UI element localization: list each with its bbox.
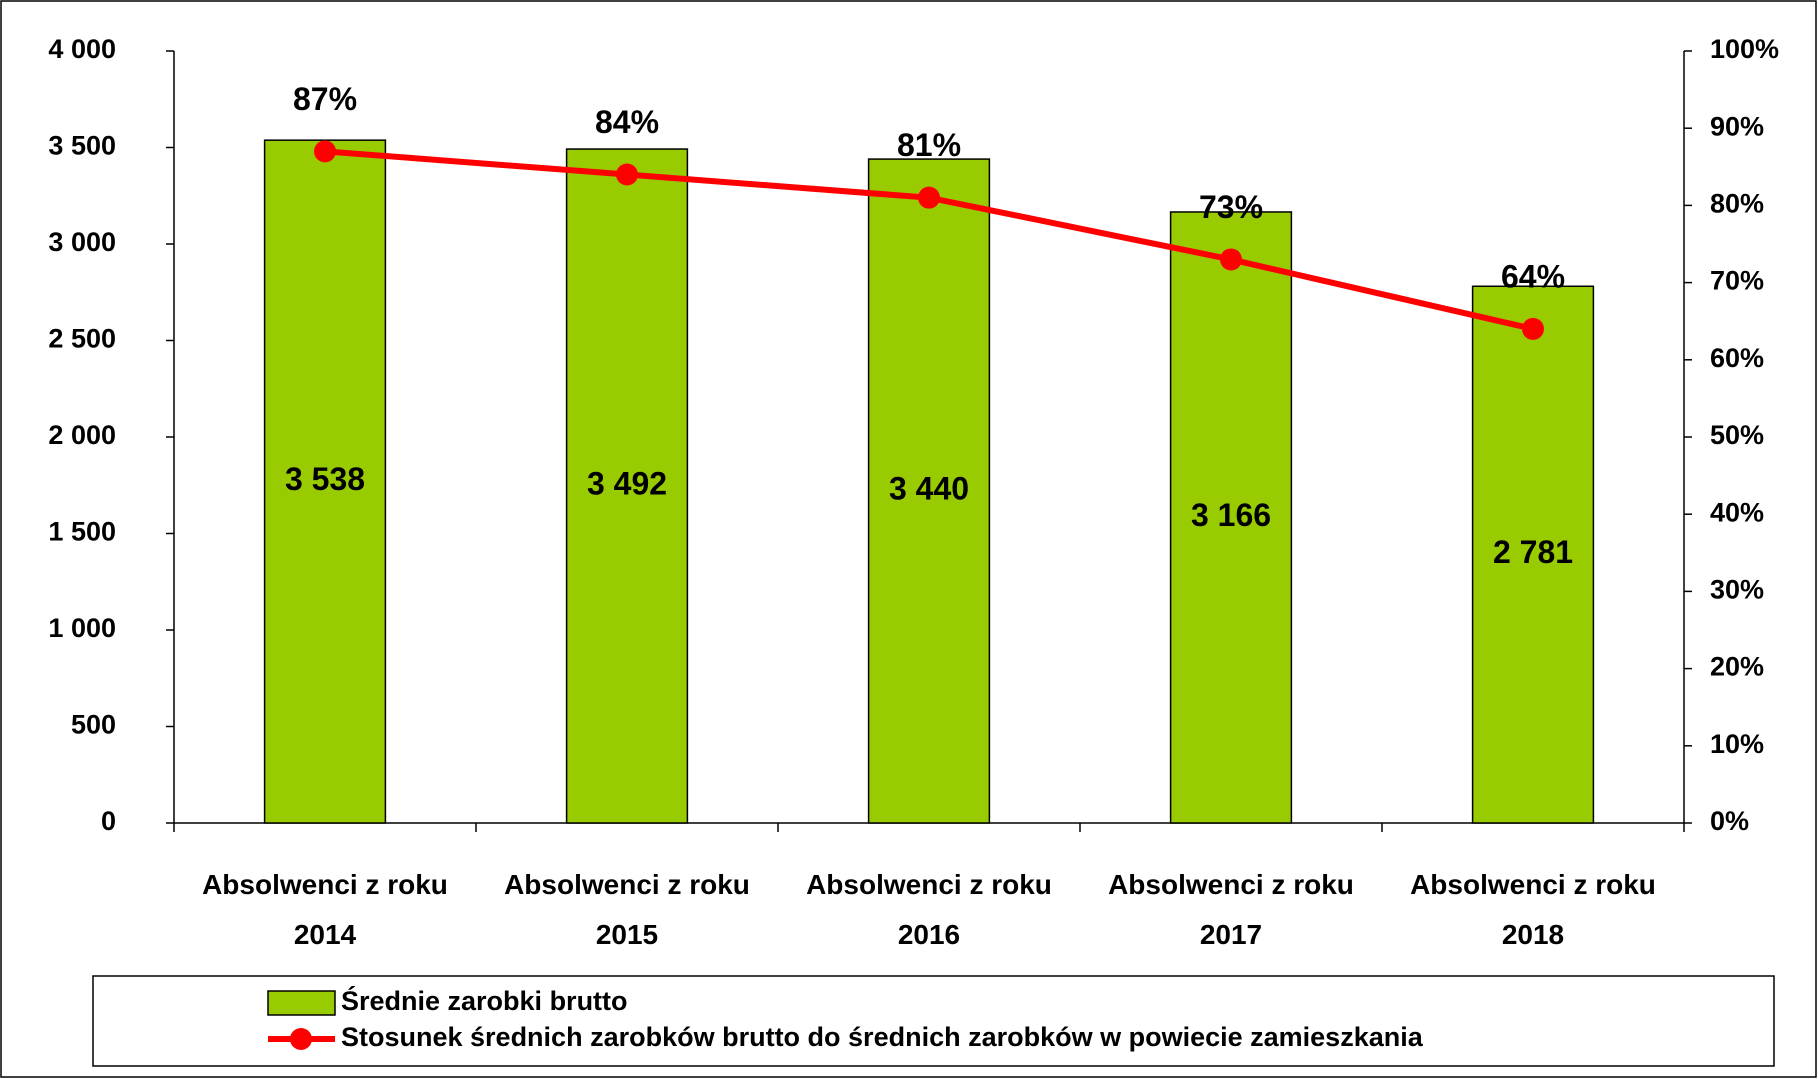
y2-tick-label: 90% [1710, 111, 1764, 141]
y2-tick-label: 80% [1710, 189, 1764, 219]
y2-tick-label: 30% [1710, 575, 1764, 605]
y2-tick-label: 50% [1710, 420, 1764, 450]
line-marker [918, 186, 940, 209]
line-marker [616, 163, 638, 186]
y2-tick-label: 100% [1710, 34, 1779, 64]
bar-value-label: 3 440 [889, 470, 969, 506]
y2-tick-label: 10% [1710, 729, 1764, 759]
y-tick-label: 2 500 [48, 324, 116, 354]
line-value-label: 87% [293, 81, 357, 117]
legend-marker [290, 1028, 312, 1050]
y2-tick-label: 40% [1710, 497, 1764, 527]
line-value-label: 81% [897, 127, 961, 163]
x-tick-label: Absolwenci z roku 2015 [504, 869, 750, 950]
y2-tick-label: 60% [1710, 343, 1764, 373]
bar [565, 148, 689, 824]
x-tick-label: Absolwenci z roku 2017 [1108, 869, 1354, 950]
bar-value-label: 2 781 [1493, 534, 1573, 570]
y-tick-label: 0 [101, 806, 116, 836]
y-tick-label: 500 [71, 710, 116, 740]
line-marker [1522, 317, 1544, 340]
bar [263, 139, 387, 824]
bar-value-label: 3 538 [285, 461, 365, 497]
y2-tick-label: 70% [1710, 266, 1764, 296]
y-tick-label: 3 500 [48, 131, 116, 161]
y-tick-label: 2 000 [48, 420, 116, 450]
line-value-label: 73% [1199, 189, 1263, 225]
bar-value-label: 3 166 [1191, 497, 1271, 533]
line-value-label: 64% [1501, 258, 1565, 294]
line-marker [1220, 248, 1242, 271]
y2-tick-label: 0% [1710, 806, 1749, 836]
y2-tick-label: 20% [1710, 652, 1764, 682]
y-tick-label: 1 000 [48, 613, 116, 643]
y-tick-label: 1 500 [48, 517, 116, 547]
line-value-label: 84% [595, 104, 659, 140]
line-marker [314, 140, 336, 163]
y-tick-label: 3 000 [48, 227, 116, 257]
x-tick-label: Absolwenci z roku 2014 [202, 869, 448, 950]
legend-label: Średnie zarobki brutto [341, 985, 628, 1016]
legend-label: Stosunek średnich zarobków brutto do śre… [341, 1022, 1424, 1052]
bar [1169, 211, 1293, 824]
bar-value-label: 3 492 [587, 465, 667, 501]
x-tick-label: Absolwenci z roku 2016 [806, 869, 1052, 950]
bar [1471, 285, 1595, 824]
legend-swatch [267, 990, 336, 1016]
bar [867, 158, 991, 824]
legend-box [92, 975, 1775, 1067]
y-tick-label: 4 000 [48, 34, 116, 64]
x-tick-label: Absolwenci z roku 2018 [1410, 869, 1656, 950]
